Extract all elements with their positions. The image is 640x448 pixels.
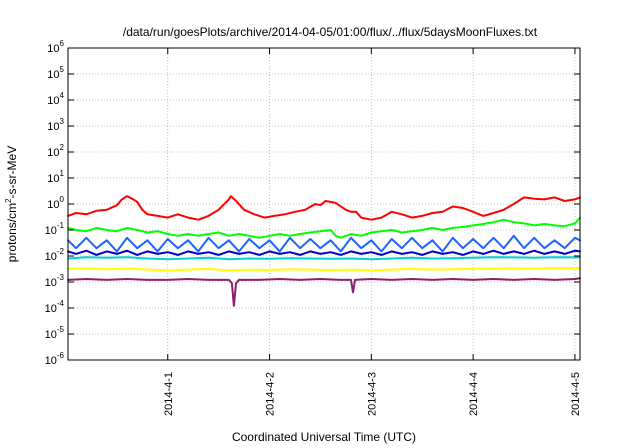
- y-tick-labels: 10-6 10-5 10-4 10-3 10-2 10-1 100 101 102 103 104 1…: [45, 39, 65, 367]
- y-tick-label: 106: [47, 39, 64, 55]
- series-group: [67, 195, 581, 307]
- y-tick-label: 10-5: [45, 325, 65, 341]
- x-axis-label: Coordinated Universal Time (UTC): [232, 430, 416, 444]
- y-tick-label: 102: [47, 143, 64, 159]
- series-line-7: [67, 277, 581, 307]
- y-tick-label: 10-3: [45, 273, 65, 289]
- y-tick-label: 104: [47, 91, 64, 107]
- tick-marks: [68, 47, 580, 361]
- y-tick-label: 103: [47, 117, 64, 133]
- series-line-5: [67, 249, 581, 256]
- gridlines: [68, 47, 580, 361]
- x-tick-label: 2014-4-1: [163, 372, 175, 416]
- y-tick-label: 10-1: [45, 221, 65, 237]
- x-tick-label: 2014-4-5: [570, 372, 582, 416]
- x-tick-labels: 2014-4-1 2014-4-2 2014-4-3 2014-4-4 2014-4-5: [163, 372, 582, 416]
- y-tick-label: 105: [47, 65, 64, 81]
- x-tick-label: 2014-4-4: [468, 372, 480, 416]
- series-line-3: [67, 234, 581, 253]
- series-line-6: [67, 266, 581, 272]
- y-tick-label: 10-2: [45, 247, 65, 263]
- y-tick-label: 100: [47, 195, 64, 211]
- y-tick-label: 101: [47, 169, 64, 185]
- x-tick-label: 2014-4-2: [265, 372, 277, 416]
- chart-title: /data/run/goesPlots/archive/2014-04-05/0…: [123, 25, 538, 39]
- y-tick-label: 10-4: [45, 299, 65, 315]
- series-line-4: [67, 256, 581, 261]
- y-axis-label: protons/cm2-s-sr-MeV: [4, 146, 19, 262]
- series-line-1: [67, 195, 581, 221]
- x-tick-label: 2014-4-3: [366, 372, 378, 416]
- series-line-2: [67, 216, 581, 239]
- y-tick-label: 10-6: [45, 351, 65, 367]
